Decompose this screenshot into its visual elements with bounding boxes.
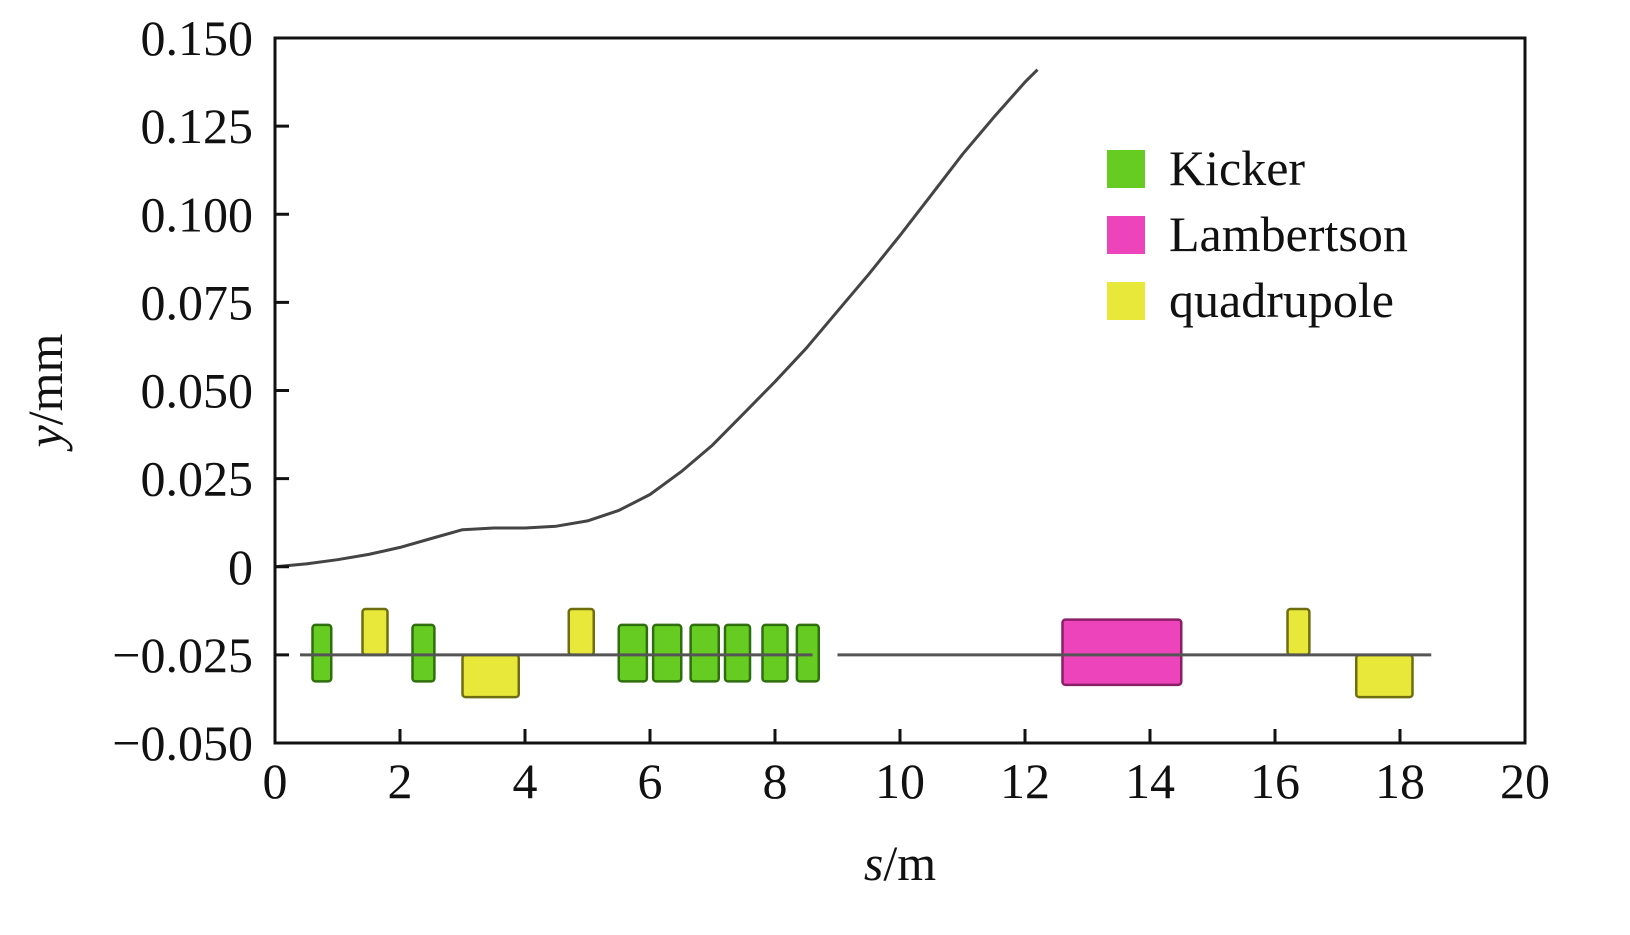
- element-kicker-6: [617, 623, 649, 683]
- y-tick-label-1: 0.125: [141, 98, 254, 154]
- y-tick-label-6: 0: [228, 539, 253, 595]
- y-axis-unit: /mm: [17, 333, 73, 425]
- legend-label-kicker: Kicker: [1169, 140, 1305, 196]
- x-tick-label-0: 0: [263, 753, 288, 809]
- x-tick-label-3: 6: [638, 753, 663, 809]
- element-quadrupole-5: [567, 607, 595, 657]
- element-kicker-9: [723, 623, 752, 683]
- trajectory-line: [274, 68, 1039, 569]
- x-tick-label-9: 18: [1375, 753, 1425, 809]
- x-tick-label-10: 20: [1500, 753, 1550, 809]
- element-quadrupole-14: [1355, 653, 1414, 699]
- legend: Kicker Lambertson quadrupole: [1107, 140, 1408, 328]
- element-kicker-7: [651, 623, 683, 683]
- x-tick-label-2: 4: [513, 753, 538, 809]
- x-ticks: 0 2 4 6 8 10 12 14 16 18 20: [263, 729, 1550, 809]
- y-tick-label-3: 0.075: [141, 274, 254, 330]
- y-tick-label-8: −0.050: [112, 715, 253, 771]
- legend-label-lambertson: Lambertson: [1169, 206, 1408, 262]
- x-tick-label-5: 10: [875, 753, 925, 809]
- x-tick-label-4: 8: [763, 753, 788, 809]
- y-tick-label-0: 0.150: [141, 10, 254, 66]
- legend-swatch-kicker: [1107, 150, 1145, 188]
- element-kicker-10: [761, 623, 789, 683]
- y-tick-label-2: 0.100: [141, 186, 254, 242]
- x-tick-label-6: 12: [1000, 753, 1050, 809]
- element-quadrupole-2: [361, 607, 389, 657]
- x-tick-label-7: 14: [1125, 753, 1175, 809]
- y-tick-label-7: −0.025: [112, 627, 253, 683]
- x-tick-label-8: 16: [1250, 753, 1300, 809]
- element-kicker-11: [795, 623, 820, 683]
- y-axis-variable: y: [17, 424, 73, 452]
- x-axis-variable: s: [864, 835, 883, 891]
- plot-frame: [273, 36, 1527, 745]
- element-kicker-8: [689, 623, 720, 683]
- legend-swatch-lambertson: [1107, 216, 1145, 254]
- element-quadrupole-4: [461, 653, 520, 699]
- y-axis-label: y/mm: [17, 333, 73, 452]
- legend-swatch-quadrupole: [1107, 282, 1145, 320]
- x-axis-unit: /m: [883, 835, 936, 891]
- element-kicker-3: [411, 623, 436, 683]
- y-ticks: 0.150 0.125 0.100 0.075 0.050 0.025 0 −0.025 −0.…: [112, 10, 289, 771]
- legend-label-quadrupole: quadrupole: [1169, 272, 1394, 328]
- element-lambertson-12: [1061, 618, 1183, 687]
- y-tick-label-5: 0.025: [141, 451, 254, 507]
- x-axis-label: s/m: [864, 835, 936, 891]
- trajectory-series: [274, 68, 1039, 569]
- beamline-elements: [311, 607, 1414, 699]
- y-tick-label-4: 0.050: [141, 363, 254, 419]
- x-tick-label-1: 2: [388, 753, 413, 809]
- element-kicker-1: [311, 623, 333, 683]
- element-quadrupole-13: [1286, 607, 1311, 657]
